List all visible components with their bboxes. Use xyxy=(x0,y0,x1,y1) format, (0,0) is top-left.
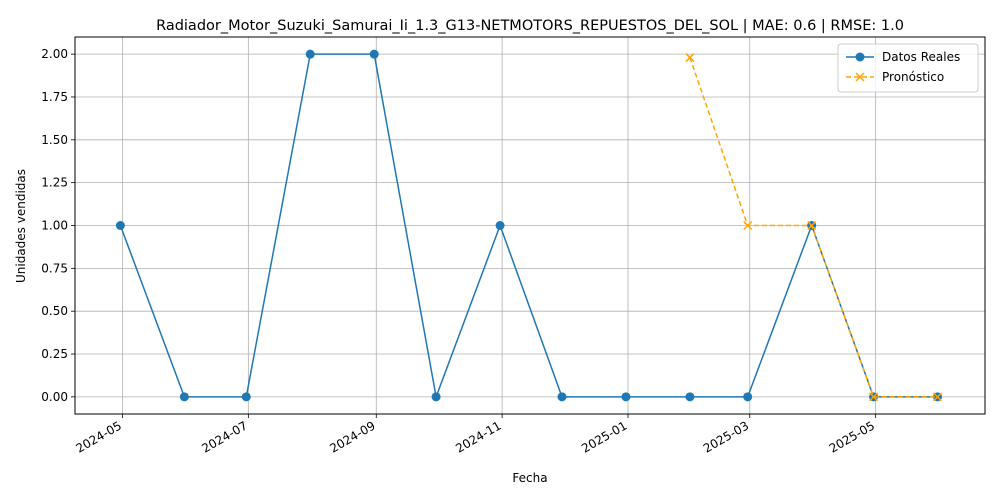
actual-data-point xyxy=(369,49,379,59)
actual-data-point xyxy=(431,392,441,402)
y-tick-label: 1.00 xyxy=(41,219,68,233)
x-tick-label: 2024-09 xyxy=(327,418,377,455)
y-tick-label: 0.00 xyxy=(41,390,68,404)
x-tick-label: 2024-11 xyxy=(453,418,503,455)
grid xyxy=(75,37,985,414)
forecast-data-point xyxy=(807,220,817,231)
y-tick-label: 0.50 xyxy=(41,304,68,318)
actual-data-point xyxy=(495,221,505,230)
chart-title: Radiador_Motor_Suzuki_Samurai_Ii_1.3_G13… xyxy=(156,18,904,34)
legend-marker-actual xyxy=(855,52,865,62)
actual-data-point xyxy=(305,49,315,59)
actual-series-line xyxy=(119,53,938,398)
y-tick-label: 2.00 xyxy=(41,47,68,61)
actual-data-point xyxy=(115,221,125,230)
forecast-data-point xyxy=(869,392,879,402)
x-tick-label: 2024-05 xyxy=(74,418,124,455)
x-tick-label: 2024-07 xyxy=(199,418,249,455)
actual-data-point xyxy=(621,392,631,402)
series-layer xyxy=(115,49,943,402)
y-tick-label: 1.50 xyxy=(41,133,68,147)
legend-label-actual: Datos Reales xyxy=(882,50,960,64)
legend-label-forecast: Pronóstico xyxy=(882,70,944,84)
x-tick-label: 2025-01 xyxy=(579,418,629,455)
actual-data-point xyxy=(557,392,567,402)
x-axis-label: Fecha xyxy=(512,471,547,485)
y-tick-label: 0.75 xyxy=(41,261,68,275)
forecast-data-point xyxy=(743,220,753,231)
actual-data-point xyxy=(241,392,251,402)
y-tick-label: 1.75 xyxy=(41,90,68,104)
x-tick-label: 2025-05 xyxy=(827,418,877,455)
legend-box xyxy=(837,43,979,93)
legend: Datos Reales Pronóstico xyxy=(837,43,979,93)
y-tick-label: 0.25 xyxy=(41,347,68,361)
actual-data-point xyxy=(743,392,753,402)
forecast-data-point xyxy=(933,392,943,402)
ticks: 2024-05 2024-07 2024-09 2024-11 2025-01 2025-… xyxy=(41,47,877,456)
x-tick-label: 2025-03 xyxy=(701,418,751,455)
y-tick-label: 1.25 xyxy=(41,176,68,190)
actual-data-point xyxy=(179,392,189,402)
forecast-data-point xyxy=(685,53,695,63)
actual-data-point xyxy=(685,392,695,402)
y-axis-label: Unidades vendidas xyxy=(14,169,28,283)
legend-marker-forecast xyxy=(855,72,865,82)
